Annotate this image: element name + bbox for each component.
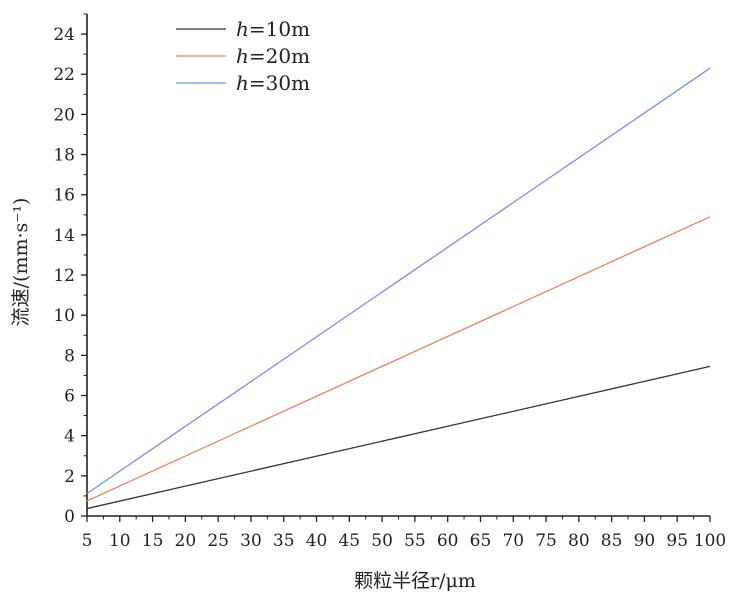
- axes: 5 10 15 20 25 30 35 40 45 50 55 60 65 70 75 80 85 90 95 100…: [53, 13, 726, 551]
- x-tick-label: 35: [273, 531, 295, 551]
- legend: h=10m h=20m h=30m: [176, 17, 310, 95]
- series-line-1: [86, 365, 711, 510]
- x-tick-label: 45: [338, 531, 360, 551]
- x-axis-label: 颗粒半径r/μm: [354, 570, 476, 592]
- x-tick-label: 95: [666, 531, 688, 551]
- x-tick-label: 75: [535, 531, 557, 551]
- legend-label: h=30m: [236, 71, 310, 95]
- y-tick-label: 4: [64, 427, 75, 447]
- x-tick-label: 65: [470, 531, 492, 551]
- y-tick-label: 8: [64, 346, 75, 366]
- series-line-3: [86, 67, 711, 495]
- y-tick-label: 18: [53, 146, 75, 166]
- y-tick-label: 2: [64, 467, 75, 487]
- x-tick-label: 25: [207, 531, 229, 551]
- series-line-2: [86, 216, 711, 502]
- y-tick-label: 12: [53, 266, 75, 286]
- y-tick-label: 22: [53, 65, 75, 85]
- x-tick-label: 100: [694, 531, 726, 551]
- x-tick-label: 90: [634, 531, 656, 551]
- x-tick-label: 50: [371, 531, 393, 551]
- x-tick-label: 30: [240, 531, 262, 551]
- x-tick-label: 70: [502, 531, 524, 551]
- y-tick-label: 16: [53, 186, 75, 206]
- x-tick-label: 80: [568, 531, 590, 551]
- y-axis-label: 流速/(mm·s⁻¹): [10, 198, 32, 327]
- legend-label: h=10m: [236, 17, 310, 41]
- x-tick-label: 15: [142, 531, 164, 551]
- x-tick-label: 20: [175, 531, 197, 551]
- x-tick-label: 10: [109, 531, 131, 551]
- y-tick-label: 0: [64, 507, 75, 527]
- y-tick-label: 10: [53, 306, 75, 326]
- x-tick-label: 5: [82, 531, 93, 551]
- x-tick-label: 60: [437, 531, 459, 551]
- legend-label: h=20m: [236, 44, 310, 68]
- x-tick-label: 55: [404, 531, 426, 551]
- x-tick-label: 85: [601, 531, 623, 551]
- y-tick-label: 24: [53, 25, 75, 45]
- x-tick-label: 40: [306, 531, 328, 551]
- y-tick-label: 6: [64, 387, 75, 407]
- y-tick-label: 20: [53, 105, 75, 125]
- y-tick-label: 14: [53, 226, 75, 246]
- series-layer: [86, 67, 711, 510]
